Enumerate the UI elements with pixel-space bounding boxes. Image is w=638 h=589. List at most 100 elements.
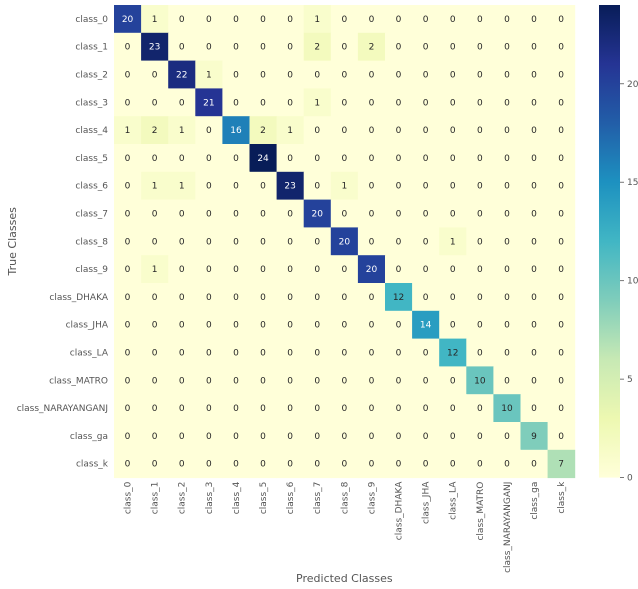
heatmap-cell — [439, 310, 467, 340]
cell-value-label: 0 — [504, 154, 510, 164]
cell-value-label: 0 — [287, 210, 293, 220]
heatmap-cell — [276, 449, 305, 479]
heatmap-cell — [114, 32, 142, 62]
x-tick-label: class_MATRO — [476, 482, 486, 541]
heatmap-cell — [439, 32, 467, 62]
cell-value-label: 0 — [396, 349, 402, 359]
cell-value-label: 0 — [341, 265, 347, 275]
cell-value-label: 0 — [125, 293, 131, 303]
heatmap-cell — [493, 283, 521, 312]
cell-value-label: 0 — [125, 404, 131, 414]
cell-value-label: 0 — [504, 265, 510, 275]
heatmap-cell — [303, 171, 332, 201]
heatmap-cell — [141, 171, 169, 201]
cell-value-label: 0 — [369, 460, 375, 470]
heatmap-cell — [303, 60, 332, 89]
heatmap-cell — [114, 88, 142, 117]
heatmap-cell — [114, 199, 142, 228]
heatmap-cell — [330, 422, 359, 451]
heatmap-cell — [520, 422, 549, 451]
heatmap-cell — [222, 255, 250, 284]
heatmap-cell — [439, 338, 467, 367]
heatmap-cell — [222, 88, 250, 117]
cell-value-label: 0 — [206, 293, 212, 303]
y-tick-label: class_ga — [70, 432, 108, 442]
cell-value-label: 0 — [314, 349, 320, 359]
cell-value-label: 0 — [233, 15, 239, 25]
cell-value-label: 0 — [423, 154, 429, 164]
heatmap-cell — [141, 255, 169, 284]
cell-value-label: 0 — [450, 182, 456, 192]
cell-value-label: 0 — [531, 237, 537, 247]
cell-value-label: 0 — [504, 15, 510, 25]
cell-value-label: 0 — [233, 293, 239, 303]
cell-value-label: 0 — [504, 126, 510, 136]
heatmap-cell — [439, 60, 467, 89]
heatmap-cell — [385, 199, 413, 228]
heatmap-cell — [303, 32, 332, 62]
heatmap-cell — [547, 422, 576, 451]
heatmap-cell — [466, 32, 494, 62]
heatmap-cell — [466, 199, 494, 228]
x-tick-label: class_0 — [124, 481, 134, 514]
heatmap-cell — [493, 422, 521, 451]
cell-value-label: 0 — [423, 460, 429, 470]
cell-value-label: 0 — [179, 404, 185, 414]
heatmap-cell — [141, 366, 169, 395]
cell-value-label: 0 — [531, 43, 537, 53]
cell-value-label: 0 — [369, 376, 375, 386]
heatmap-cell — [357, 310, 386, 340]
heatmap-cell — [222, 449, 250, 479]
cell-value-label: 1 — [206, 71, 212, 81]
heatmap-cell — [330, 366, 359, 395]
heatmap-cell — [520, 227, 549, 256]
cell-value-label: 1 — [314, 98, 320, 108]
cell-value-label: 0 — [125, 265, 131, 275]
cell-value-label: 0 — [152, 432, 158, 442]
cell-value-label: 0 — [314, 71, 320, 81]
cell-value-label: 0 — [450, 460, 456, 470]
cell-value-label: 0 — [477, 71, 483, 81]
heatmap-cell — [357, 227, 386, 256]
heatmap-cell — [385, 60, 413, 89]
heatmap-cell — [168, 5, 196, 34]
heatmap-cell — [168, 199, 196, 228]
heatmap-cell — [357, 32, 386, 62]
heatmap-cell — [520, 394, 549, 423]
heatmap-cell — [141, 60, 169, 89]
cell-value-label: 0 — [369, 321, 375, 331]
x-tick-label: class_8 — [340, 481, 350, 514]
cell-value-label: 0 — [477, 349, 483, 359]
heatmap-cell — [168, 394, 196, 423]
heatmap-cell — [466, 255, 494, 284]
y-tick-label: class_2 — [75, 71, 108, 81]
y-tick-label: class_JHA — [66, 321, 109, 331]
cell-value-label: 0 — [341, 404, 347, 414]
cell-value-label: 0 — [179, 43, 185, 53]
heatmap-cell — [412, 283, 440, 312]
heatmap-cell — [330, 171, 359, 201]
cell-value-label: 0 — [396, 376, 402, 386]
heatmap-cell — [276, 5, 305, 34]
cell-value-label: 0 — [396, 15, 402, 25]
heatmap-cell — [303, 5, 332, 34]
heatmap-cell — [141, 394, 169, 423]
heatmap-cell — [439, 171, 467, 201]
cell-value-label: 0 — [477, 210, 483, 220]
cell-value-label: 0 — [125, 321, 131, 331]
cell-value-label: 0 — [233, 210, 239, 220]
heatmap-cell — [330, 338, 359, 367]
heatmap-cell — [439, 199, 467, 228]
cell-value-label: 0 — [287, 43, 293, 53]
heatmap-cell — [168, 171, 196, 201]
x-tick-label: class_5 — [259, 482, 269, 515]
cell-value-label: 0 — [369, 71, 375, 81]
heatmap-cell — [303, 144, 332, 173]
heatmap-cell — [547, 199, 576, 228]
heatmap-cell — [493, 310, 521, 340]
cell-value-label: 0 — [396, 154, 402, 164]
heatmap-cell — [141, 338, 169, 367]
heatmap-cell — [493, 394, 521, 423]
heatmap-cell — [114, 171, 142, 201]
heatmap-cell — [385, 394, 413, 423]
